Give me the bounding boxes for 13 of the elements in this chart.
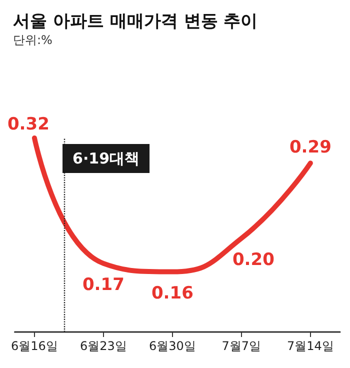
x-tick-label: 6월23일 bbox=[80, 339, 127, 353]
data-label: 0.17 bbox=[82, 274, 124, 295]
x-tick-label: 6월16일 bbox=[11, 339, 58, 353]
chart-subtitle: 단위:% bbox=[13, 33, 52, 47]
data-label: 0.16 bbox=[151, 283, 194, 304]
chart-title: 서울 아파트 매매가격 변동 추이 bbox=[13, 12, 258, 32]
x-tick-label: 6월30일 bbox=[148, 339, 196, 353]
ref-line-label: 6·19대책 bbox=[72, 150, 140, 168]
x-tick-label: 7월7일 bbox=[222, 339, 262, 353]
data-label: 0.29 bbox=[289, 138, 332, 158]
data-label: 0.32 bbox=[7, 114, 50, 134]
data-label: 0.20 bbox=[232, 250, 275, 270]
x-tick-label: 7월14일 bbox=[286, 339, 334, 353]
